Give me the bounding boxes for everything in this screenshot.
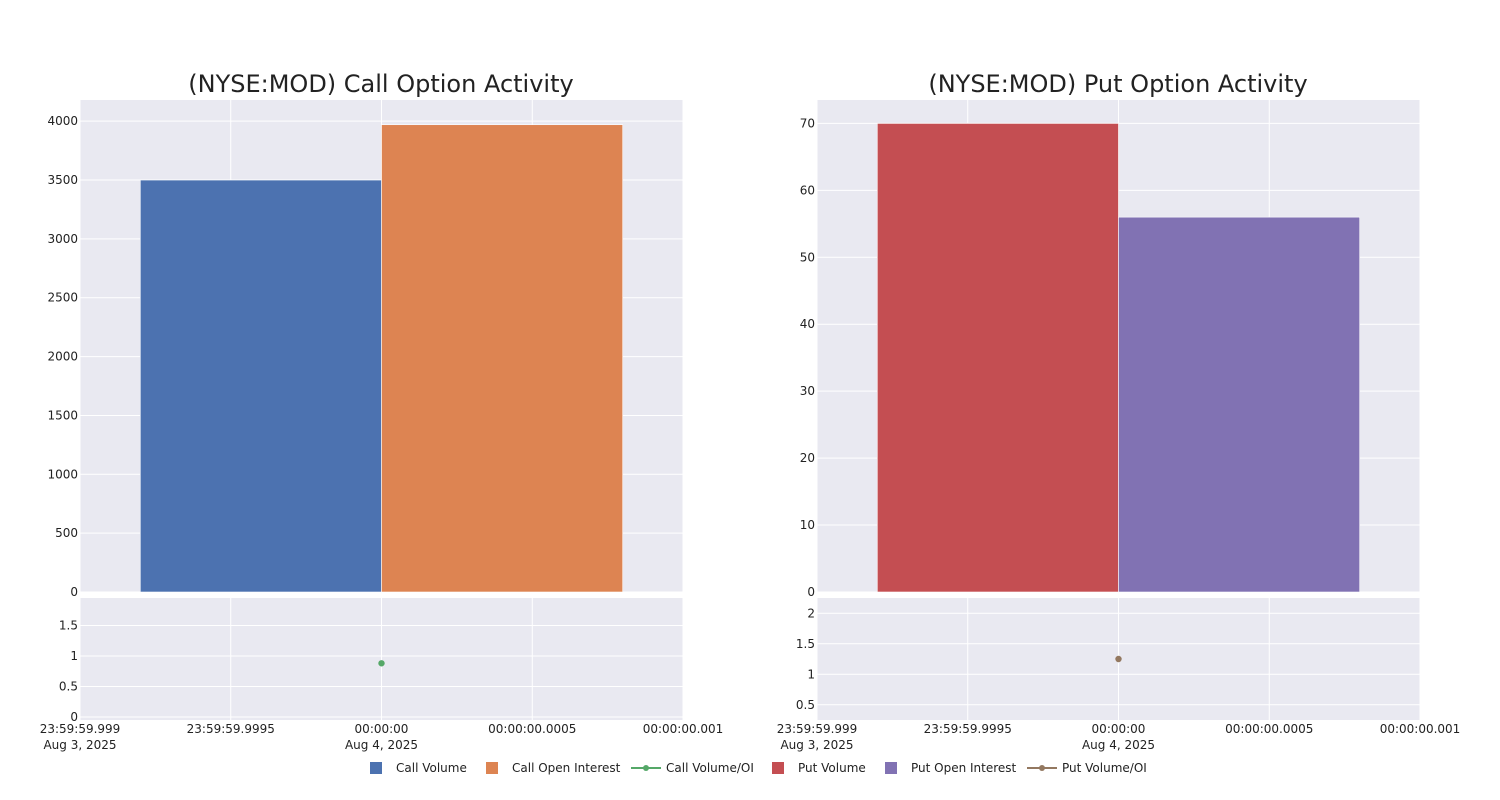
legend-swatch [486,762,498,774]
put-ratio-y-tick-label: 0.5 [796,698,815,712]
put-bar-put-open-interest [1118,216,1360,593]
call-ratio-y-tick-label: 1.5 [59,618,78,632]
call-option-panel: (NYSE:MOD) Call Option Activity 05001000… [40,70,724,752]
put-bar-y-tick-label: 0 [807,585,815,599]
put-x-tick-time: 00:00:00 [1092,722,1146,736]
legend-swatch [772,762,784,774]
call-bar-y-tick-label: 3000 [47,232,78,246]
legend-label: Put Open Interest [911,761,1017,775]
legend-label: Call Volume/OI [666,761,754,775]
call-bar-y-tick-label: 0 [70,585,78,599]
call-bar-y-tick-label: 2500 [47,291,78,305]
put-option-panel: (NYSE:MOD) Put Option Activity 0 10 20 30 40… [777,70,1461,752]
call-x-tick-date: Aug 3, 2025 [43,738,116,752]
legend: Call Volume Call Open Interest Call Volume… [370,761,1147,775]
put-x-tick-time: 00:00:00.001 [1380,722,1461,736]
put-x-tick-date: Aug 3, 2025 [780,738,853,752]
call-bar-call-volume [140,179,382,593]
put-x-tick-time: 00:00:00.0005 [1225,722,1313,736]
call-x-tick-date: Aug 4, 2025 [345,738,418,752]
legend-label: Call Open Interest [512,761,621,775]
call-x-tick-time: 00:00:00 [355,722,409,736]
put-bar-put-volume [876,123,1119,593]
put-bar-y-tick-label: 60 [800,183,815,197]
call-ratio-y-tick-label: 0 [70,710,78,724]
legend-label: Put Volume [798,761,866,775]
call-bar-y-tick-label: 1000 [47,467,78,481]
legend-swatch [885,762,897,774]
put-x-tick-time: 23:59:59.9995 [924,722,1012,736]
put-bar-y-tick-label: 20 [800,451,815,465]
call-ratio-point [378,660,385,667]
legend-item: Call Volume/OI [631,761,754,775]
put-ratio-point [1115,655,1122,663]
call-bar-y-tick-label: 3500 [47,173,78,187]
call-x-tick-time: 23:59:59.999 [40,722,121,736]
call-bar-y-tick-label: 1500 [47,408,78,422]
call-x-tick-time: 00:00:00.001 [643,722,724,736]
put-chart-title: (NYSE:MOD) Put Option Activity [928,70,1307,98]
call-x-tick-time: 00:00:00.0005 [488,722,576,736]
legend-item: Put Volume [772,761,866,775]
legend-label: Call Volume [396,761,467,775]
call-bar-y-tick-label: 2000 [47,350,78,364]
legend-dot [643,765,649,771]
legend-item: Call Volume [370,761,467,775]
legend-dot [1039,765,1045,771]
call-x-tick-time: 23:59:59.9995 [187,722,275,736]
legend-swatch [370,762,382,774]
call-ratio-y-tick-label: 0.5 [59,679,78,693]
put-ratio-y-tick-label: 1 [807,667,815,681]
call-bar-y-tick-label: 500 [55,526,78,540]
legend-label: Put Volume/OI [1062,761,1147,775]
put-bar-y-tick-label: 50 [800,250,815,264]
put-x-tick-time: 23:59:59.999 [777,722,858,736]
put-x-tick-date: Aug 4, 2025 [1082,738,1155,752]
put-bar-y-tick-label: 30 [800,384,815,398]
put-ratio-y-tick-label: 2 [807,606,815,620]
legend-item: Put Open Interest [885,761,1017,775]
put-bar-y-tick-label: 70 [800,116,815,130]
put-ratio-y-tick-label: 1.5 [796,637,815,651]
call-ratio-y-tick-label: 1 [70,649,78,663]
call-bar-call-open-interest [381,124,623,593]
call-chart-title: (NYSE:MOD) Call Option Activity [188,70,573,98]
legend-item: Put Volume/OI [1027,761,1147,775]
put-bar-y-tick-label: 10 [800,518,815,532]
call-bar-y-tick-label: 4000 [47,114,78,128]
put-bar-y-tick-label: 40 [800,317,815,331]
legend-item: Call Open Interest [486,761,621,775]
